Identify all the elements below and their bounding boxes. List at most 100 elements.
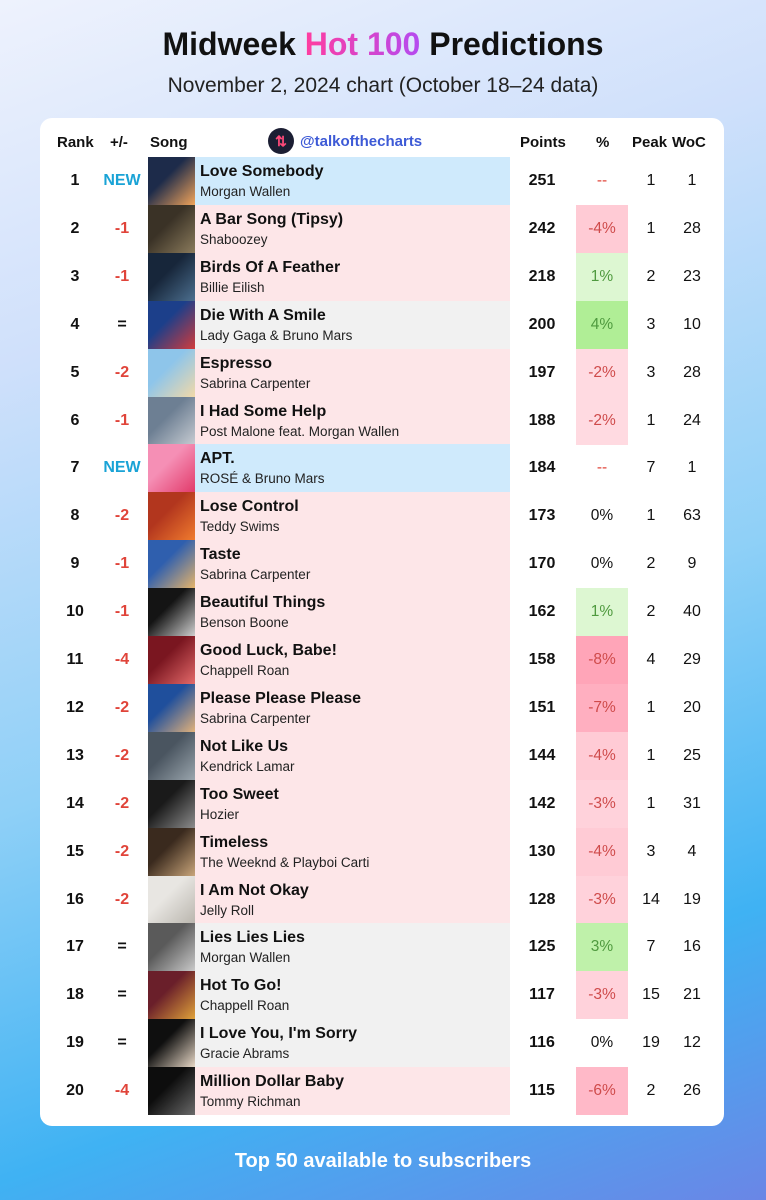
header-rank: Rank bbox=[57, 134, 94, 151]
chart-row[interactable]: 19 = I Love You, I'm Sorry Gracie Abrams 116… bbox=[40, 1019, 724, 1068]
pct-change-highlight bbox=[576, 348, 628, 397]
peak-position: 7 bbox=[646, 938, 656, 956]
pct-change-highlight bbox=[576, 923, 628, 972]
pct-change-highlight bbox=[576, 588, 628, 637]
pct-change: -2% bbox=[588, 411, 616, 429]
album-art-image bbox=[148, 636, 195, 684]
chart-row[interactable]: 15 -2 Timeless The Weeknd & Playboi Carti 13… bbox=[40, 827, 724, 876]
pct-change-highlight bbox=[576, 252, 628, 301]
points-value: 158 bbox=[528, 651, 556, 668]
peak-position: 14 bbox=[642, 890, 660, 908]
chart-row[interactable]: 6 -1 I Had Some Help Post Malone feat. Morg… bbox=[40, 396, 724, 445]
artist-name: Shaboozey bbox=[200, 231, 268, 247]
album-art-image bbox=[148, 300, 195, 349]
artist-name: ROSÉ & Bruno Mars bbox=[200, 471, 325, 487]
weeks-on-chart: 21 bbox=[683, 986, 701, 1004]
pct-change: -2% bbox=[588, 363, 616, 381]
weeks-on-chart: 29 bbox=[683, 651, 701, 668]
peak-position: 3 bbox=[646, 315, 656, 333]
chart-row[interactable]: 4 = Die With A Smile Lady Gaga & Bruno Mars… bbox=[40, 300, 724, 349]
row-highlight bbox=[148, 588, 510, 637]
pct-change-highlight bbox=[576, 827, 628, 876]
peak-position: 2 bbox=[646, 603, 656, 621]
chart-row[interactable]: 2 -1 A Bar Song (Tipsy) Shaboozey 242 -4% 1 28 bbox=[40, 204, 724, 253]
pct-change-highlight bbox=[576, 300, 628, 349]
weeks-on-chart: 25 bbox=[683, 746, 701, 764]
row-highlight bbox=[148, 348, 510, 397]
subscribe-footer[interactable]: Top 50 available to subscribers bbox=[234, 1150, 532, 1172]
song-title: I Am Not Okay bbox=[200, 881, 309, 899]
chart-row[interactable]: 5 -2 Espresso Sabrina Carpenter 197 -2% 3 28 bbox=[40, 348, 724, 397]
weeks-on-chart: 1 bbox=[687, 172, 697, 189]
pct-change: 1% bbox=[590, 603, 614, 621]
points-value: 115 bbox=[529, 1082, 555, 1100]
album-art-image bbox=[148, 923, 195, 972]
weeks-on-chart: 19 bbox=[683, 890, 701, 908]
weeks-on-chart: 28 bbox=[683, 219, 701, 237]
album-art-image bbox=[148, 779, 195, 828]
rank-change: -1 bbox=[114, 603, 130, 621]
weeks-on-chart: 24 bbox=[683, 411, 701, 429]
chart-row[interactable]: 18 = Hot To Go! Chappell Roan 117 -3% 15 21 bbox=[40, 971, 724, 1020]
rank-change: -1 bbox=[114, 267, 130, 285]
points-value: 200 bbox=[528, 315, 556, 333]
row-highlight bbox=[148, 683, 510, 732]
chart-row[interactable]: 14 -2 Too Sweet Hozier 142 -3% 1 31 bbox=[40, 779, 724, 828]
rank-number: 19 bbox=[66, 1034, 84, 1052]
weeks-on-chart: 16 bbox=[683, 938, 701, 956]
weeks-on-chart: 10 bbox=[683, 315, 701, 333]
song-title: Timeless bbox=[200, 833, 269, 851]
peak-position: 2 bbox=[646, 1082, 656, 1100]
pct-change-highlight bbox=[576, 971, 628, 1020]
pct-change: -6% bbox=[588, 1082, 616, 1100]
artist-name: Sabrina Carpenter bbox=[200, 375, 311, 391]
peak-position: 1 bbox=[646, 219, 656, 237]
chart-row[interactable]: 13 -2 Not Like Us Kendrick Lamar 144 -4% 1 25 bbox=[40, 731, 724, 780]
song-title: Lies Lies Lies bbox=[200, 929, 305, 947]
table-header: Rank +/- Song ⇅ @talkofthecharts Points … bbox=[40, 118, 724, 158]
album-art-image bbox=[148, 157, 195, 205]
chart-row[interactable]: 9 -1 Taste Sabrina Carpenter 170 0% 2 9 bbox=[40, 540, 724, 589]
album-art-image bbox=[148, 444, 195, 493]
points-value: 117 bbox=[529, 986, 555, 1004]
chart-row[interactable]: 7 NEW APT. ROSÉ & Bruno Mars 184 -- 7 1 bbox=[40, 444, 724, 493]
row-highlight bbox=[148, 540, 510, 589]
weeks-on-chart: 12 bbox=[683, 1034, 701, 1052]
peak-position: 15 bbox=[642, 986, 660, 1004]
song-title: Love Somebody bbox=[200, 163, 324, 180]
album-art-image bbox=[148, 1019, 195, 1068]
page-subtitle: November 2, 2024 chart (October 18–24 da… bbox=[167, 74, 599, 97]
points-value: 130 bbox=[528, 842, 556, 860]
row-highlight bbox=[148, 204, 510, 253]
peak-position: 3 bbox=[646, 363, 656, 381]
chart-row[interactable]: 10 -1 Beautiful Things Benson Boone 162 1% 2 40 bbox=[40, 588, 724, 637]
chart-row[interactable]: 17 = Lies Lies Lies Morgan Wallen 125 3% 7 16 bbox=[40, 923, 724, 972]
rank-number: 14 bbox=[66, 794, 84, 812]
chart-row[interactable]: 16 -2 I Am Not Okay Jelly Roll 128 -3% 14 19 bbox=[40, 875, 724, 924]
chart-row[interactable]: 20 -4 Million Dollar Baby Tommy Richman 115 -… bbox=[40, 1067, 724, 1116]
weeks-on-chart: 20 bbox=[683, 698, 701, 716]
chart-row[interactable]: 11 -4 Good Luck, Babe! Chappell Roan 158 -8% 4… bbox=[40, 636, 724, 684]
points-value: 151 bbox=[528, 698, 556, 716]
rank-change: -1 bbox=[114, 555, 130, 573]
pct-change-highlight bbox=[576, 1067, 628, 1116]
pct-change: -8% bbox=[588, 651, 616, 668]
album-art-image bbox=[148, 588, 195, 637]
row-highlight bbox=[148, 731, 510, 780]
title-suffix: Predictions bbox=[420, 26, 604, 62]
row-highlight bbox=[148, 492, 510, 541]
rank-change: NEW bbox=[103, 459, 141, 477]
pct-change: -4% bbox=[588, 219, 616, 237]
artist-name: Morgan Wallen bbox=[200, 184, 291, 199]
chart-row[interactable]: 8 -2 Lose Control Teddy Swims 173 0% 1 63 bbox=[40, 492, 724, 541]
pct-change: 0% bbox=[590, 555, 614, 573]
rank-change: = bbox=[117, 1034, 127, 1052]
rank-number: 3 bbox=[70, 267, 80, 285]
song-title: Not Like Us bbox=[200, 737, 289, 755]
rank-number: 7 bbox=[70, 459, 80, 477]
chart-row[interactable]: 3 -1 Birds Of A Feather Billie Eilish 218 1% 2… bbox=[40, 252, 724, 301]
chart-row[interactable]: 1 NEW Love Somebody Morgan Wallen 251 -- 1 1 bbox=[40, 157, 724, 205]
social-handle[interactable]: ⇅ @talkofthecharts bbox=[268, 128, 422, 154]
chart-row[interactable]: 12 -2 Please Please Please Sabrina Carpente… bbox=[40, 683, 724, 732]
points-value: 142 bbox=[528, 794, 556, 812]
